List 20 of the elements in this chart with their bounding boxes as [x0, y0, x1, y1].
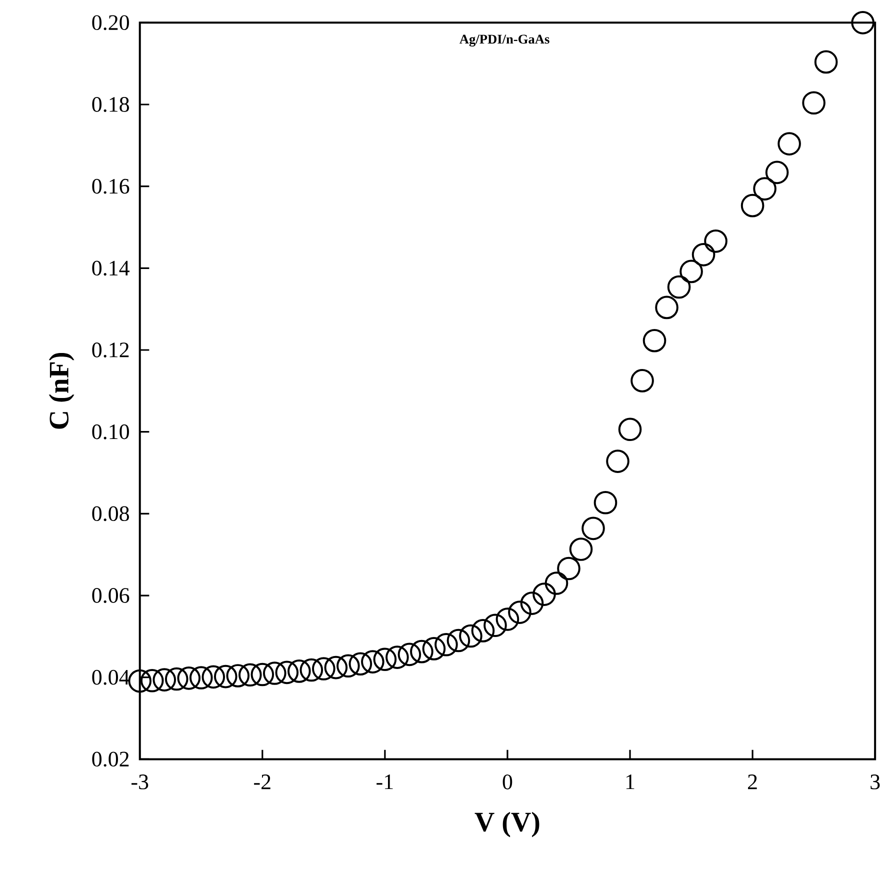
y-tick-label: 0.08: [92, 506, 129, 522]
y-tick-label: 0.10: [92, 424, 129, 440]
y-tick-label: 0.14: [92, 260, 130, 276]
y-tick-label: 0.20: [92, 15, 129, 30]
x-tick-label: -3: [132, 774, 148, 790]
y-tick-label: 0.04: [92, 670, 130, 685]
annotation: Ag/PDI/n-GaAs: [460, 34, 550, 46]
y-tick-label: 0.16: [92, 178, 130, 194]
x-tick-label: -1: [376, 774, 393, 790]
y-tick-label: 0.18: [92, 97, 129, 112]
x-tick-label: 0: [502, 774, 512, 790]
x-tick-label: -2: [254, 774, 270, 790]
x-tick-label: 1: [626, 774, 634, 790]
x-tick-label: 3: [870, 774, 880, 790]
x-axis-title: V (V): [474, 812, 540, 838]
y-tick-label: 0.06: [92, 588, 130, 603]
y-tick-label: 0.02: [92, 752, 129, 767]
y-axis-title: C (nF): [48, 352, 74, 429]
y-tick-label: 0.12: [92, 342, 129, 358]
x-tick-label: 2: [748, 774, 757, 790]
